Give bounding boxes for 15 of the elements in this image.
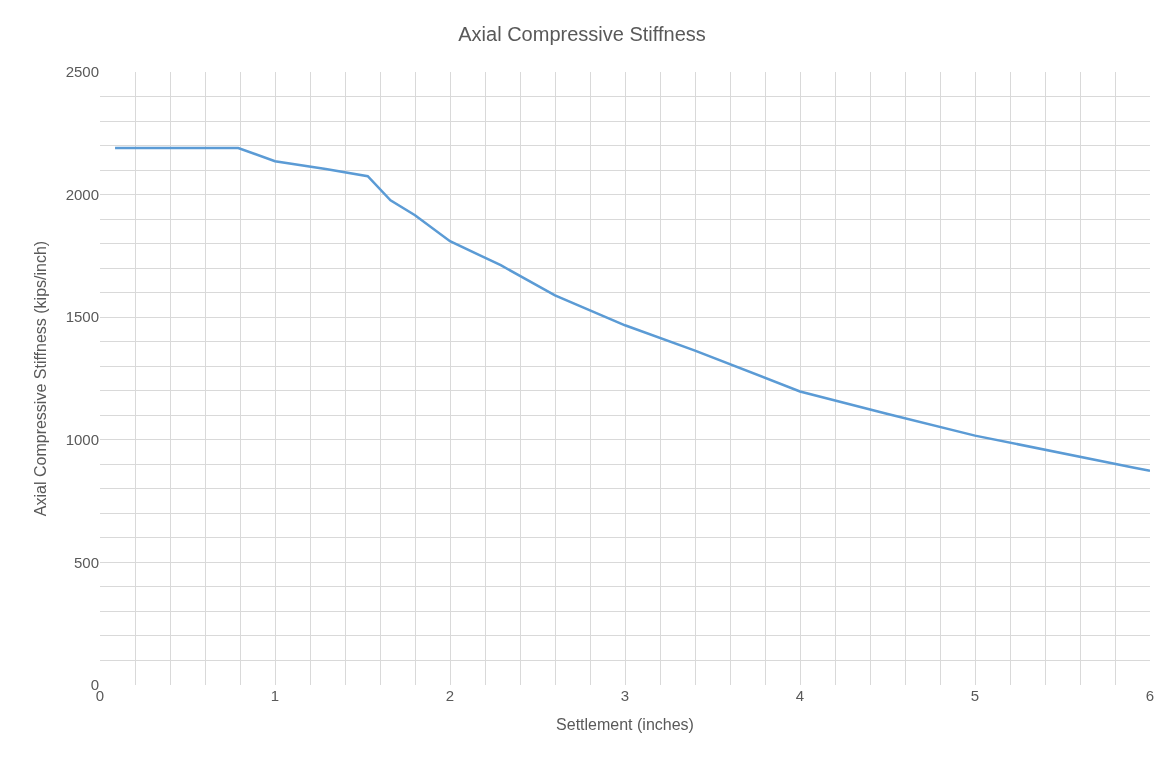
x-tick-label: 6	[1145, 687, 1155, 704]
x-tick-label: 4	[795, 687, 805, 704]
x-tick-label: 5	[970, 687, 980, 704]
x-tick-label: 2	[445, 687, 455, 704]
line-series	[113, 146, 1150, 472]
y-tick-label: 500	[73, 553, 99, 571]
x-axis-title: Settlement (inches)	[556, 715, 694, 733]
y-tick-label: 1500	[65, 308, 99, 326]
y-tick-label: 2500	[65, 63, 99, 81]
y-tick-label: 1000	[65, 431, 99, 449]
chart-title: Axial Compressive Stiffness	[458, 23, 706, 46]
x-tick-label: 1	[270, 687, 280, 704]
y-tick-label: 2000	[65, 185, 99, 203]
y-axis-title: Axial Compressive Stiffness (kips/inch)	[31, 240, 49, 517]
x-tick-label: 3	[620, 687, 630, 704]
